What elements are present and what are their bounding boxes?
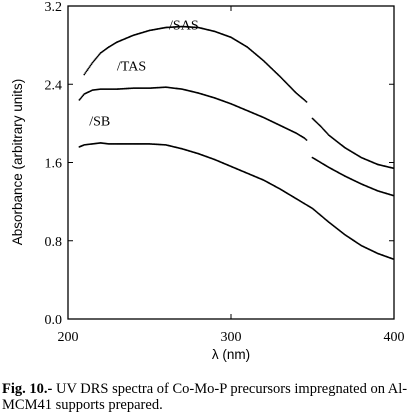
data-point (98, 53, 101, 56)
plot-frame (67, 5, 395, 320)
data-point (84, 72, 87, 74)
data-point (88, 66, 91, 69)
y-tick-label: 0.0 (45, 313, 63, 328)
series-sb (78, 142, 394, 260)
y-tick-label: 1.6 (45, 157, 63, 172)
data-point (79, 97, 82, 100)
data-point (94, 58, 97, 60)
series-tas (78, 86, 394, 197)
data-point (89, 64, 92, 67)
data-points (78, 25, 394, 260)
caption-text: UV DRS spectra of Co-Mo-P precursors imp… (2, 381, 408, 413)
data-point (305, 139, 308, 141)
data-point (90, 63, 93, 66)
series-label: /TAS (117, 60, 146, 75)
data-point (392, 167, 394, 170)
data-point (93, 59, 96, 62)
series-labels: /SAS/TAS/SB (89, 18, 198, 129)
data-point (91, 61, 94, 64)
x-tick-label: 400 (384, 330, 405, 345)
x-tick-label: 200 (58, 330, 79, 345)
figure-caption: Fig. 10.- UV DRS spectra of Co-Mo-P prec… (2, 381, 416, 413)
data-point (92, 60, 95, 63)
chart: 200 300 400 0.0 0.8 1.6 2.4 3.2 /SAS/TAS/SB λ (… (10, 0, 405, 362)
caption-label: Fig. 10.- (2, 381, 53, 397)
data-point (392, 194, 394, 197)
data-point (96, 55, 99, 58)
series-label: /SAS (169, 18, 199, 33)
data-point (86, 69, 89, 71)
data-point (97, 54, 100, 57)
x-tick-label: 300 (221, 330, 242, 345)
data-point (85, 70, 88, 73)
series-sas (83, 25, 394, 170)
series-label: /SB (89, 114, 110, 129)
data-point (82, 94, 85, 97)
y-tick-label: 0.8 (45, 235, 63, 250)
data-point (95, 56, 98, 59)
data-point (83, 73, 86, 76)
y-tick-label: 3.2 (45, 0, 63, 15)
data-point (392, 258, 394, 260)
y-axis-label: Absorbance (arbitrary units) (10, 79, 25, 246)
x-axis-label: λ (nm) (212, 347, 250, 362)
y-tick-label: 2.4 (45, 78, 63, 93)
data-point (305, 100, 308, 103)
axis-ticks: 200 300 400 0.0 0.8 1.6 2.4 3.2 (45, 0, 405, 345)
data-point (87, 67, 90, 70)
